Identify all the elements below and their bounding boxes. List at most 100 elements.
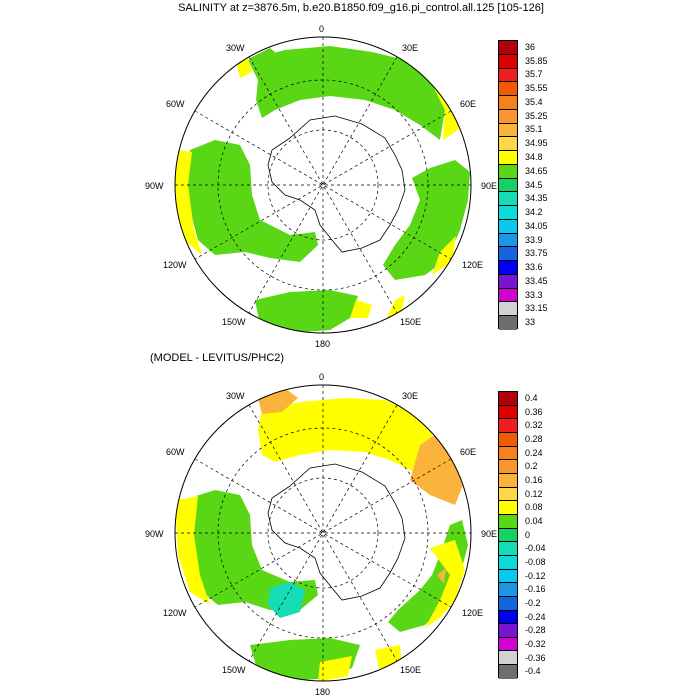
bottom-colorbar-swatch xyxy=(499,651,517,666)
top-colorbar-swatch xyxy=(499,178,517,193)
top-colorbar-label: 35.4 xyxy=(525,96,543,107)
top-colorbar-label: 33.6 xyxy=(525,262,543,273)
top-colorbar-label: 33 xyxy=(525,317,536,328)
bottom-colorbar-swatch xyxy=(499,419,517,433)
top-colorbar-label: 35.25 xyxy=(525,110,548,121)
top-colorbar-swatch xyxy=(499,302,517,316)
bot-lon-180: 180 xyxy=(315,687,330,697)
bot-lon-150w: 150W xyxy=(222,665,246,675)
top-colorbar-label: 34.8 xyxy=(525,151,543,162)
top-colorbar-label: 34.65 xyxy=(525,165,548,176)
top-colorbar-label: 35.1 xyxy=(525,124,543,135)
top-colorbar-label: 34.5 xyxy=(525,179,543,190)
top-colorbar xyxy=(498,40,518,330)
top-green-south xyxy=(255,290,358,333)
top-lon-150w: 150W xyxy=(222,317,246,327)
bottom-colorbar-label: -0.36 xyxy=(525,652,546,663)
bottom-colorbar-swatch xyxy=(499,405,517,420)
bottom-colorbar-swatch xyxy=(499,514,517,529)
top-colorbar-swatch xyxy=(499,206,517,220)
bottom-colorbar-label: -0.28 xyxy=(525,625,546,636)
top-lon-30e: 30E xyxy=(402,43,418,53)
top-green-pacific-w xyxy=(186,140,318,262)
bottom-colorbar-swatch xyxy=(499,569,517,584)
top-colorbar-label: 36 xyxy=(525,41,536,52)
bottom-colorbar-swatch xyxy=(499,487,517,502)
bot-lon-30w: 30W xyxy=(226,391,245,401)
top-colorbar-label: 35.55 xyxy=(525,83,548,94)
top-lon-90e: 90E xyxy=(481,181,497,191)
bottom-colorbar-swatch xyxy=(499,446,517,461)
bottom-colorbar-label: 0.08 xyxy=(525,502,543,513)
top-colorbar-label: 33.3 xyxy=(525,289,543,300)
top-lon-90w: 90W xyxy=(145,181,164,191)
bot-lon-120e: 120E xyxy=(462,608,483,618)
top-yellow-indian-edge xyxy=(432,236,456,275)
bot-lon-30e: 30E xyxy=(402,391,418,401)
bot-lon-0: 0 xyxy=(319,372,324,382)
bottom-colorbar-label: 0 xyxy=(525,529,531,540)
bot-lon-90e: 90E xyxy=(481,529,497,539)
bottom-colorbar-swatch xyxy=(499,637,517,652)
bottom-colorbar-swatch xyxy=(499,610,517,625)
bot-lon-150e: 150E xyxy=(400,665,421,675)
bottom-map-lon-labels: 0 30E 60E 90E 120E 150E 180 150W 120W 90… xyxy=(145,372,497,697)
bottom-colorbar-label: -0.04 xyxy=(525,543,546,554)
top-green-indian xyxy=(383,160,470,280)
bottom-colorbar-label: -0.4 xyxy=(525,666,541,677)
top-map-title: SALINITY at z=3876.5m, b.e20.B1850.f09_g… xyxy=(178,2,544,14)
bottom-colorbar-swatch xyxy=(499,596,517,611)
bot-yellow-atlantic xyxy=(258,398,448,490)
top-lon-60e: 60E xyxy=(460,99,476,109)
bottom-colorbar-label: 0.16 xyxy=(525,474,543,485)
top-colorbar-swatch xyxy=(499,54,517,69)
bottom-colorbar-swatch xyxy=(499,392,517,406)
bottom-colorbar-swatch xyxy=(499,555,517,570)
top-green-atlantic xyxy=(248,46,445,140)
top-colorbar-swatch xyxy=(499,233,517,248)
top-colorbar-label: 33.75 xyxy=(525,248,548,259)
top-lon-150e: 150E xyxy=(400,317,421,327)
bottom-colorbar-label: 0.28 xyxy=(525,433,543,444)
bottom-colorbar-label: -0.16 xyxy=(525,584,546,595)
bottom-colorbar-label: -0.24 xyxy=(525,611,546,622)
top-lon-180: 180 xyxy=(315,339,330,349)
top-colorbar-swatch xyxy=(499,137,517,151)
top-colorbar-swatch xyxy=(499,109,517,124)
top-colorbar-swatch xyxy=(499,123,517,138)
bottom-colorbar-label: 0.32 xyxy=(525,420,543,431)
top-colorbar-label: 33.9 xyxy=(525,234,543,245)
bottom-colorbar-label: -0.32 xyxy=(525,638,546,649)
bottom-colorbar xyxy=(498,391,518,679)
top-colorbar-swatch xyxy=(499,288,517,303)
top-antarctica-outline xyxy=(267,115,406,253)
bottom-colorbar-label: 0.12 xyxy=(525,488,543,499)
bot-green-pacific-w xyxy=(192,490,318,610)
bottom-colorbar-label: -0.12 xyxy=(525,570,546,581)
bottom-colorbar-swatch xyxy=(499,528,517,543)
top-colorbar-label: 33.45 xyxy=(525,275,548,286)
top-colorbar-label: 34.05 xyxy=(525,220,548,231)
top-colorbar-label: 35.85 xyxy=(525,55,548,66)
top-colorbar-swatch xyxy=(499,261,517,275)
top-colorbar-label: 34.35 xyxy=(525,193,548,204)
top-colorbar-swatch xyxy=(499,247,517,261)
top-colorbar-swatch xyxy=(499,192,517,206)
bottom-colorbar-label: 0.24 xyxy=(525,447,543,458)
top-green-northcap xyxy=(250,48,285,76)
top-colorbar-swatch xyxy=(499,151,517,165)
top-colorbar-swatch xyxy=(499,68,517,83)
bottom-colorbar-swatch xyxy=(499,473,517,488)
bottom-map-graticule xyxy=(174,384,472,682)
bottom-colorbar-label: 0.04 xyxy=(525,515,543,526)
top-colorbar-swatch xyxy=(499,219,517,234)
bottom-colorbar-swatch xyxy=(499,624,517,638)
top-yellow-pacific-edge xyxy=(175,150,202,255)
top-lon-120e: 120E xyxy=(462,260,483,270)
bottom-colorbar-label: 0.2 xyxy=(525,461,538,472)
bot-lon-60e: 60E xyxy=(460,447,476,457)
top-colorbar-label: 34.95 xyxy=(525,138,548,149)
top-colorbar-swatch xyxy=(499,82,517,96)
bot-yellow-indian-edge xyxy=(425,540,465,628)
